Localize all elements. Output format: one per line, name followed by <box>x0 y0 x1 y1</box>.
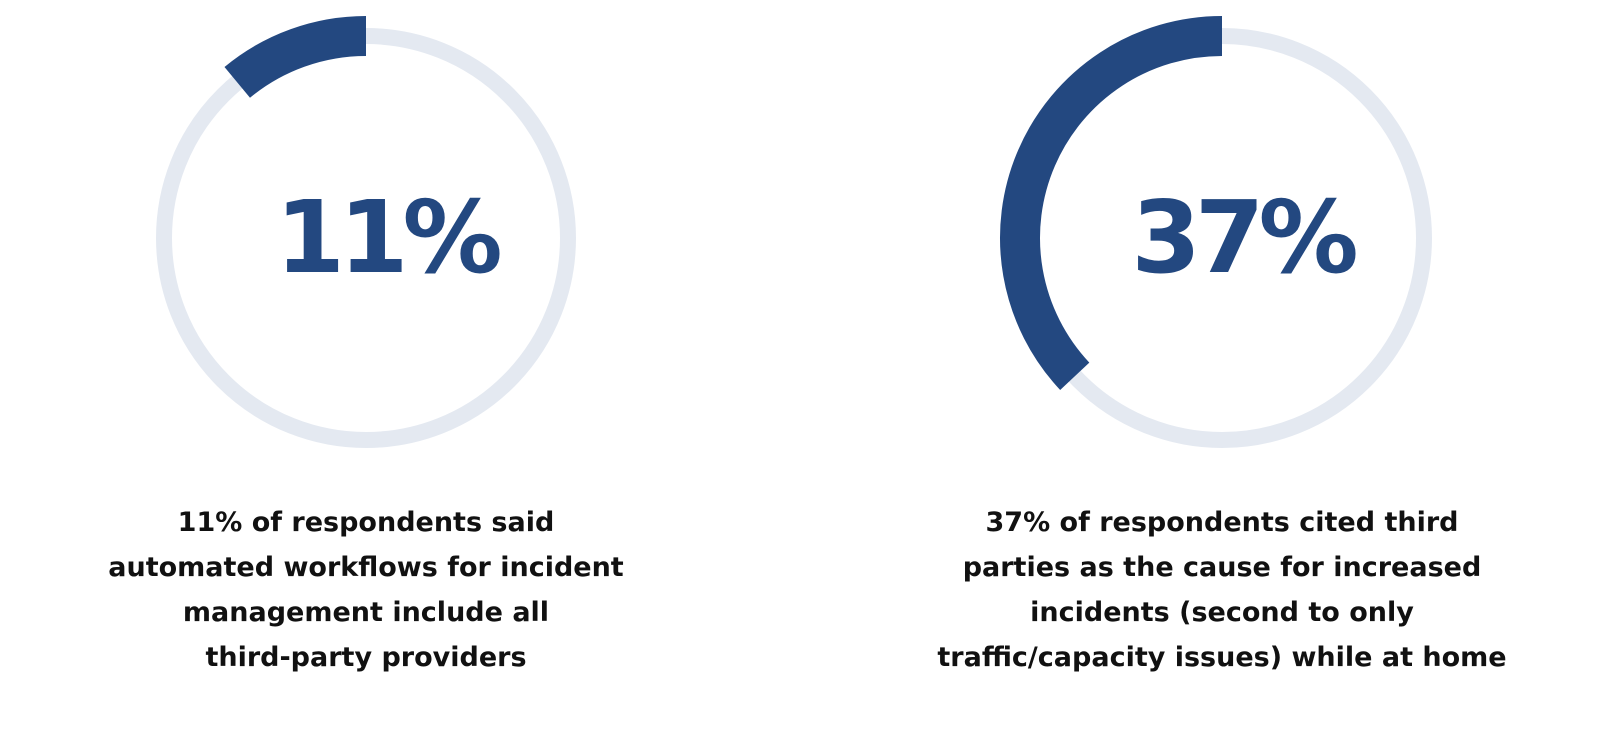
donut-center-percent: 37% <box>1131 179 1358 296</box>
caption-line: third-party providers <box>205 642 527 673</box>
caption-line: 37% of respondents cited third <box>985 507 1459 538</box>
donut-chart <box>156 16 576 448</box>
caption-line: automated workflows for incident <box>108 552 624 583</box>
donut-center-percent: 11% <box>275 179 502 296</box>
stat-caption: 37% of respondents cited third parties a… <box>912 500 1532 680</box>
stat-caption: 11% of respondents said automated workfl… <box>56 500 676 680</box>
donut-chart <box>1000 16 1432 448</box>
donut-value-arc <box>224 16 367 99</box>
stat-panel-automated-workflows: 11% 11% of respondents said automated wo… <box>56 0 676 736</box>
caption-line: parties as the cause for increased <box>962 552 1482 583</box>
caption-line: 11% of respondents said <box>177 507 555 538</box>
caption-line: management include all <box>182 597 550 628</box>
caption-line: incidents (second to only <box>1030 597 1414 628</box>
stat-panel-third-party-incidents: 37% 37% of respondents cited third parti… <box>912 0 1532 736</box>
caption-line: traffic/capacity issues) while at home <box>937 642 1507 673</box>
donut-value-arc <box>1000 16 1223 390</box>
